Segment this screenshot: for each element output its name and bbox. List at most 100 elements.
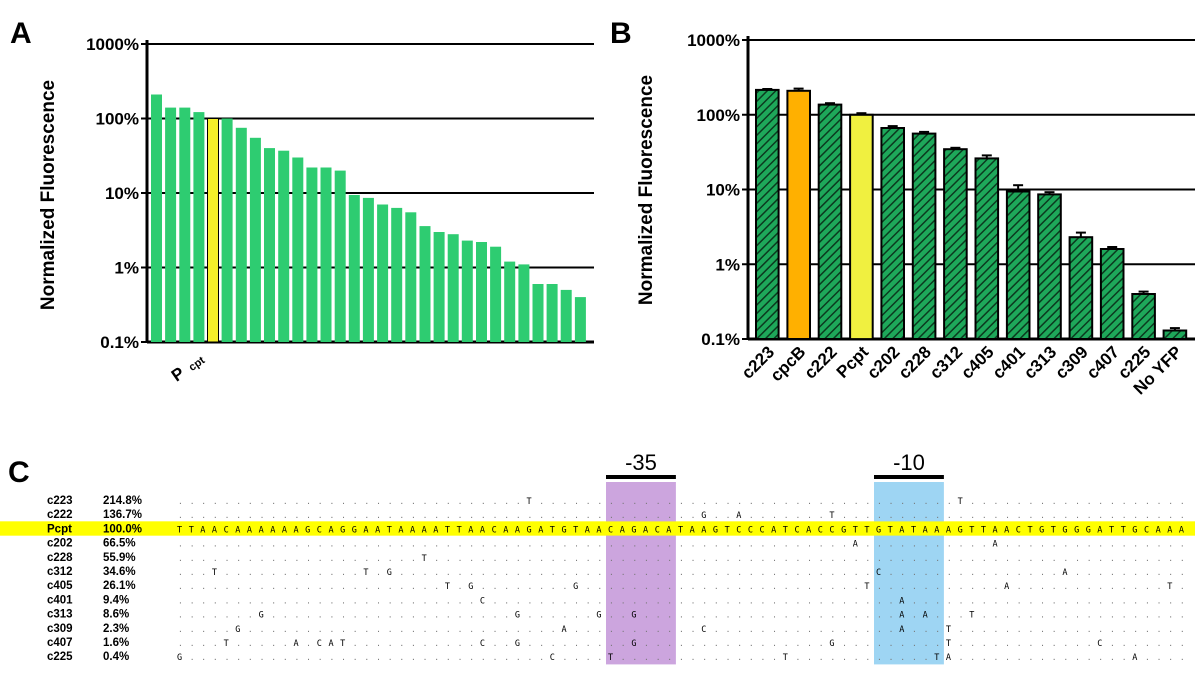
match-dot: . (830, 625, 835, 634)
alignment-row: Pcpt 100.0% T T A A C A A A A A A G C A G G A A T A A A A T T A A C A A… (47, 523, 1184, 535)
match-dot: . (1110, 625, 1115, 634)
match-dot: . (1145, 653, 1150, 662)
match-dot: . (761, 625, 766, 634)
match-dot: . (796, 596, 801, 605)
reference-base: T (387, 525, 392, 535)
match-dot: . (528, 596, 533, 605)
match-dot: . (1122, 554, 1127, 563)
match-dot: . (597, 582, 602, 591)
match-dot: . (900, 511, 905, 520)
bar (193, 112, 205, 342)
match-dot: . (283, 540, 288, 549)
match-dot: . (1180, 540, 1185, 549)
match-dot: . (1087, 653, 1092, 662)
reference-base: A (515, 525, 520, 535)
match-dot: . (341, 653, 346, 662)
match-dot: . (854, 511, 859, 520)
match-dot: . (481, 540, 486, 549)
match-dot: . (842, 511, 847, 520)
x-category-label: Pcpt (833, 342, 873, 382)
match-dot: . (295, 540, 300, 549)
match-dot: . (295, 611, 300, 620)
match-dot: . (959, 596, 964, 605)
variant-base: A (853, 540, 858, 550)
match-dot: . (248, 497, 253, 506)
match-dot: . (1133, 554, 1138, 563)
panel-c-alignment: -35 -10 c223 214.8%.......................… (0, 450, 1195, 665)
row-name: Pcpt (47, 523, 72, 535)
match-dot: . (225, 497, 230, 506)
match-dot: . (854, 625, 859, 634)
row-name: c405 (47, 580, 73, 592)
match-dot: . (236, 511, 241, 520)
match-dot: . (1133, 497, 1138, 506)
match-dot: . (1005, 568, 1010, 577)
match-dot: . (236, 653, 241, 662)
match-dot: . (796, 653, 801, 662)
match-dot: . (1122, 611, 1127, 620)
alignment-row: c225 0.4% G...............................… (47, 651, 1185, 663)
match-dot: . (1145, 540, 1150, 549)
match-dot: . (446, 653, 451, 662)
bar (292, 157, 304, 342)
match-dot: . (376, 639, 381, 648)
variant-base: A (993, 540, 998, 550)
match-dot: . (1098, 511, 1103, 520)
reference-base: C (655, 525, 660, 535)
match-dot: . (1145, 625, 1150, 634)
match-dot: . (446, 497, 451, 506)
reference-base: G (1074, 525, 1079, 535)
match-dot: . (784, 554, 789, 563)
match-dot: . (364, 625, 369, 634)
match-dot: . (1075, 653, 1080, 662)
minus-35-box-label: -35 (625, 450, 657, 475)
match-dot: . (842, 625, 847, 634)
match-dot: . (691, 611, 696, 620)
match-dot: . (947, 596, 952, 605)
match-dot: . (877, 497, 882, 506)
panel-a-ylabel: Normalized Fluorescence (38, 80, 59, 310)
reference-base: A (200, 525, 205, 535)
match-dot: . (807, 653, 812, 662)
match-dot: . (539, 596, 544, 605)
match-dot: . (353, 540, 358, 549)
match-dot: . (330, 497, 335, 506)
match-dot: . (621, 540, 626, 549)
match-dot: . (772, 497, 777, 506)
match-dot: . (994, 596, 999, 605)
match-dot: . (830, 554, 835, 563)
match-dot: . (726, 554, 731, 563)
reference-highlight-overlay (0, 521, 1195, 536)
match-dot: . (796, 611, 801, 620)
match-dot: . (1075, 596, 1080, 605)
match-dot: . (667, 511, 672, 520)
match-dot: . (539, 540, 544, 549)
match-dot: . (574, 554, 579, 563)
match-dot: . (714, 625, 719, 634)
match-dot: . (1040, 611, 1045, 620)
match-dot: . (1122, 582, 1127, 591)
variant-base: T (212, 568, 217, 578)
match-dot: . (1017, 540, 1022, 549)
match-dot: . (1168, 554, 1173, 563)
match-dot: . (260, 596, 265, 605)
reference-base: A (946, 525, 951, 535)
variant-base: G (573, 582, 578, 592)
variant-base: C (317, 639, 322, 649)
match-dot: . (1005, 497, 1010, 506)
match-dot: . (1017, 568, 1022, 577)
match-dot: . (364, 611, 369, 620)
reference-base: G (841, 525, 846, 535)
match-dot: . (819, 511, 824, 520)
match-dot: . (318, 554, 323, 563)
match-dot: . (586, 596, 591, 605)
match-dot: . (469, 611, 474, 620)
match-dot: . (691, 511, 696, 520)
match-dot: . (819, 582, 824, 591)
match-dot: . (900, 568, 905, 577)
alignment-row: c312 34.6%... T............ T. G............… (47, 566, 1185, 578)
match-dot: . (621, 497, 626, 506)
match-dot: . (702, 653, 707, 662)
x-category-label: c228 (895, 342, 935, 382)
match-dot: . (481, 611, 486, 620)
